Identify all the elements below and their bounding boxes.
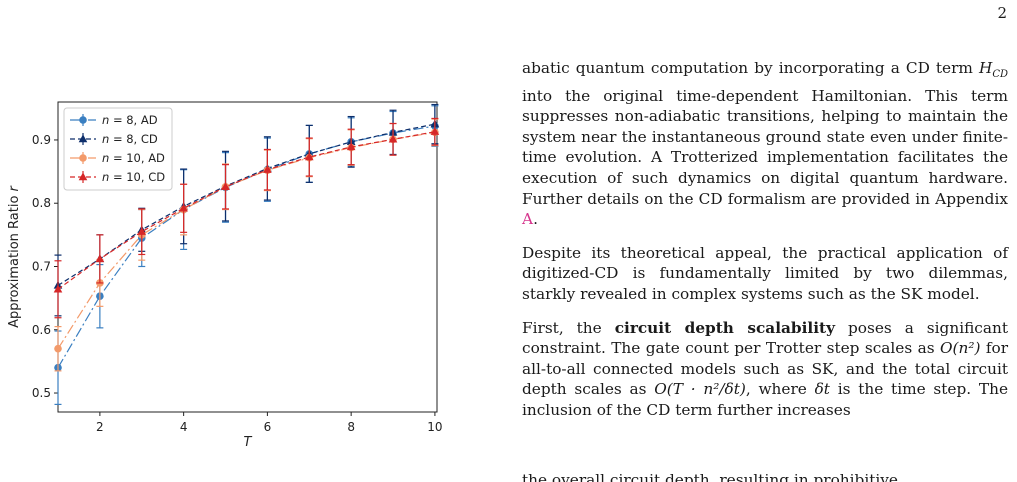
data-point — [137, 227, 147, 235]
data-point — [263, 165, 272, 173]
legend-label: n = 10, AD — [102, 151, 165, 165]
y-tick-label: 0.9 — [32, 133, 51, 147]
data-point — [346, 142, 356, 151]
page-number: 2 — [997, 4, 1007, 22]
series-line-3 — [57, 131, 436, 290]
x-tick-label: 4 — [180, 420, 188, 434]
data-point — [95, 254, 105, 263]
x-tick-label: 2 — [96, 420, 104, 434]
legend-marker — [78, 134, 88, 143]
legend-marker — [79, 116, 87, 124]
y-tick-label: 0.6 — [32, 323, 51, 337]
approximation-ratio-chart: 2 4 6 8 10 0.5 0.6 0.7 0.8 0.9 T Approximation Rati… — [7, 101, 443, 450]
y-tick-label: 0.8 — [32, 196, 51, 210]
x-tick-label: 6 — [264, 420, 272, 434]
paragraph-dilemmas: Despite its theoretical appeal, the prac… — [522, 243, 1008, 303]
y-tick-label: 0.5 — [32, 386, 51, 400]
body-text-column: abatic quantum computation by incorporat… — [522, 58, 1008, 434]
y-tick-label: 0.7 — [32, 259, 51, 273]
legend-marker — [79, 154, 87, 162]
circuit-depth-term: circuit depth scalability — [614, 318, 836, 337]
appendix-link[interactable]: A — [522, 210, 534, 229]
data-point — [179, 203, 188, 212]
legend-label: n = 8, AD — [102, 113, 158, 127]
paragraph-circuit-depth: First, the circuit depth scalability pos… — [522, 318, 1009, 419]
data-point — [388, 134, 398, 143]
approximation-ratio-figure: 2 4 6 8 10 0.5 0.6 0.7 0.8 0.9 T Approximation Rati… — [0, 0, 460, 482]
legend-label: n = 10, CD — [102, 170, 165, 184]
x-tick-label: 8 — [347, 420, 355, 434]
data-point — [221, 182, 230, 190]
series-line-1 — [57, 123, 436, 286]
legend-box — [63, 107, 173, 191]
legend-label: n = 8, CD — [102, 132, 158, 146]
x-tick-label: 10 — [427, 420, 442, 434]
data-point — [304, 152, 314, 161]
x-axis-label: T — [244, 435, 253, 450]
data-point — [53, 284, 63, 293]
data-point — [54, 344, 62, 353]
data-point — [430, 127, 440, 135]
y-axis-label: Approximation Ratio r — [7, 184, 22, 328]
legend-marker — [78, 172, 88, 181]
cut-off-line: the overall circuit depth, resulting in … — [522, 471, 898, 482]
paragraph-cd-term: abatic quantum computation by incorporat… — [522, 59, 1008, 229]
math-hcd: H — [978, 59, 993, 77]
